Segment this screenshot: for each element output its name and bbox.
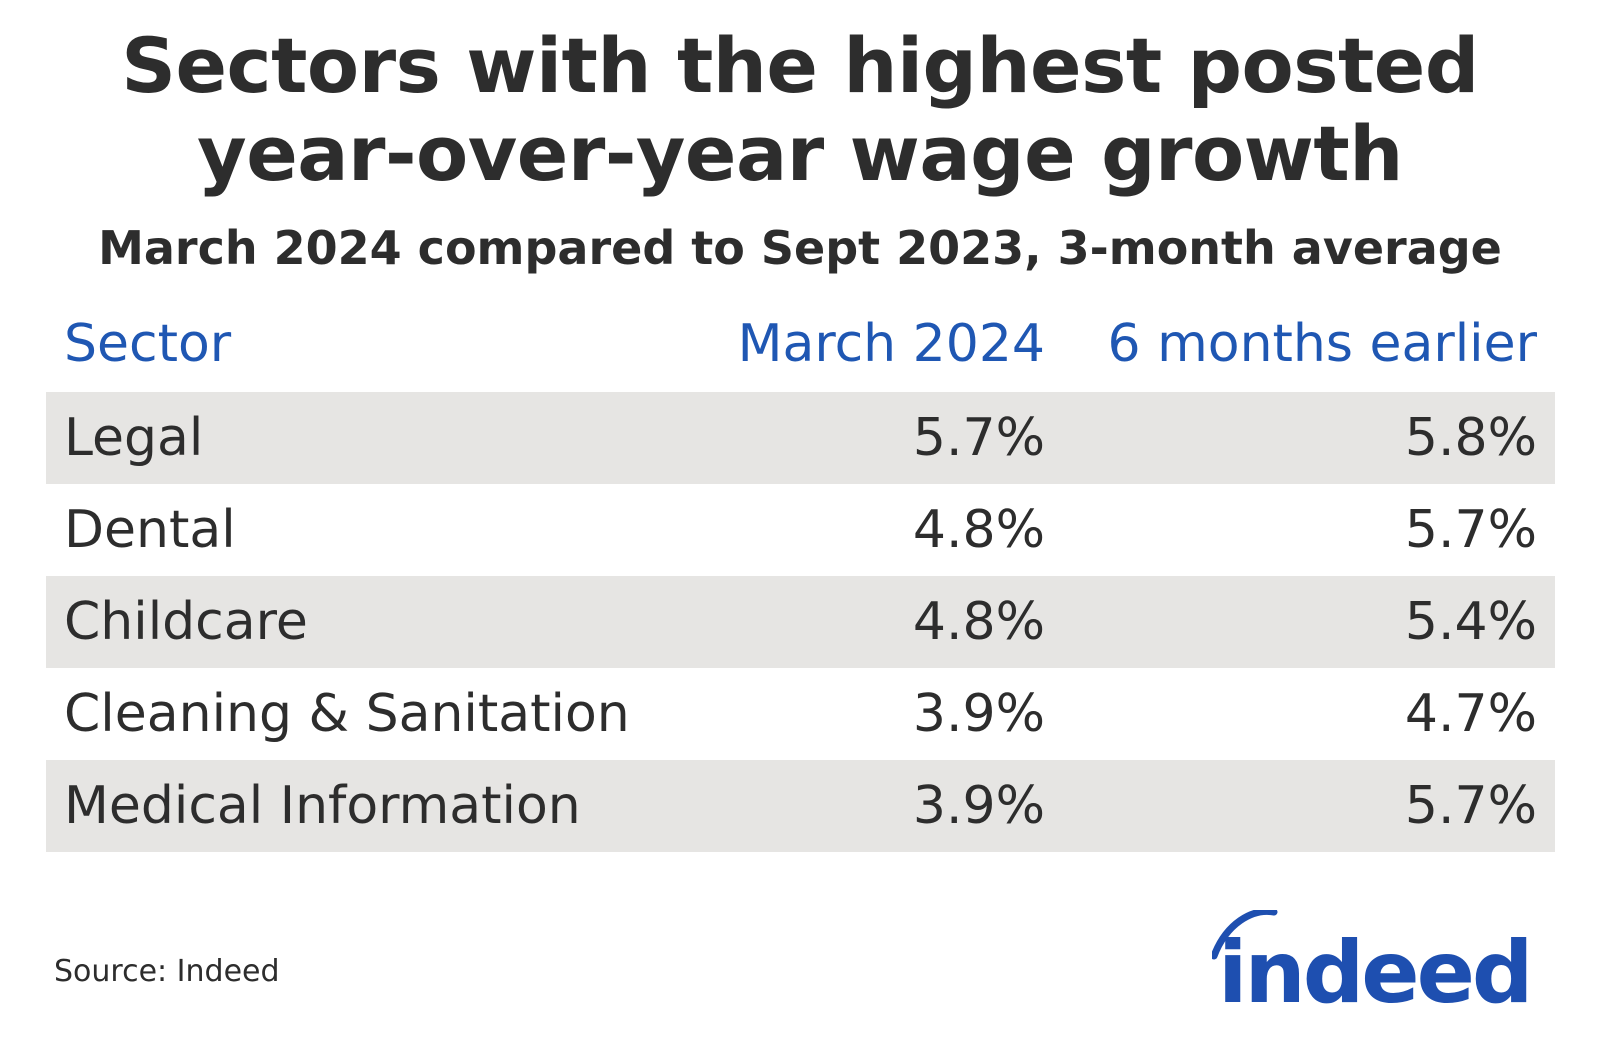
march-2024-cell: 3.9%	[912, 684, 1045, 744]
six-months-earlier-cell: 5.4%	[1404, 592, 1537, 652]
chart-title-line-1: Sectors with the highest posted	[121, 21, 1479, 110]
chart-subtitle: March 2024 compared to Sept 2023, 3-mont…	[98, 221, 1502, 275]
six-months-earlier-cell: 5.8%	[1404, 408, 1537, 468]
chart-title-line-2: year-over-year wage growth	[197, 109, 1403, 198]
column-header-sector: Sector	[64, 314, 232, 374]
table-header-row: Sector March 2024 6 months earlier	[46, 302, 1555, 392]
chart-title: Sectors with the highest posted year-ove…	[0, 22, 1600, 198]
sector-cell: Cleaning & Sanitation	[64, 684, 630, 744]
table-row: Cleaning & Sanitation 3.9% 4.7%	[46, 668, 1555, 760]
indeed-logo-wordmark: indeed	[1218, 923, 1530, 1020]
march-2024-cell: 4.8%	[912, 592, 1045, 652]
sector-cell: Medical Information	[64, 776, 581, 836]
six-months-earlier-cell: 4.7%	[1404, 684, 1537, 744]
six-months-earlier-cell: 5.7%	[1404, 776, 1537, 836]
six-months-earlier-cell: 5.7%	[1404, 500, 1537, 560]
march-2024-cell: 3.9%	[912, 776, 1045, 836]
column-header-march-2024: March 2024	[737, 314, 1045, 374]
data-table: Sector March 2024 6 months earlier Legal…	[46, 302, 1555, 852]
sector-cell: Legal	[64, 408, 204, 468]
table-row: Childcare 4.8% 5.4%	[46, 576, 1555, 668]
table-row: Medical Information 3.9% 5.7%	[46, 760, 1555, 852]
table-row: Dental 4.8% 5.7%	[46, 484, 1555, 576]
march-2024-cell: 5.7%	[912, 408, 1045, 468]
column-header-6-months-earlier: 6 months earlier	[1107, 314, 1537, 374]
table-row: Legal 5.7% 5.8%	[46, 392, 1555, 484]
indeed-logo-arc	[1212, 910, 1278, 960]
sector-cell: Childcare	[64, 592, 308, 652]
sector-cell: Dental	[64, 500, 236, 560]
source-note: Source: Indeed	[54, 954, 280, 989]
march-2024-cell: 4.8%	[912, 500, 1045, 560]
indeed-logo: indeed	[1212, 910, 1533, 1020]
